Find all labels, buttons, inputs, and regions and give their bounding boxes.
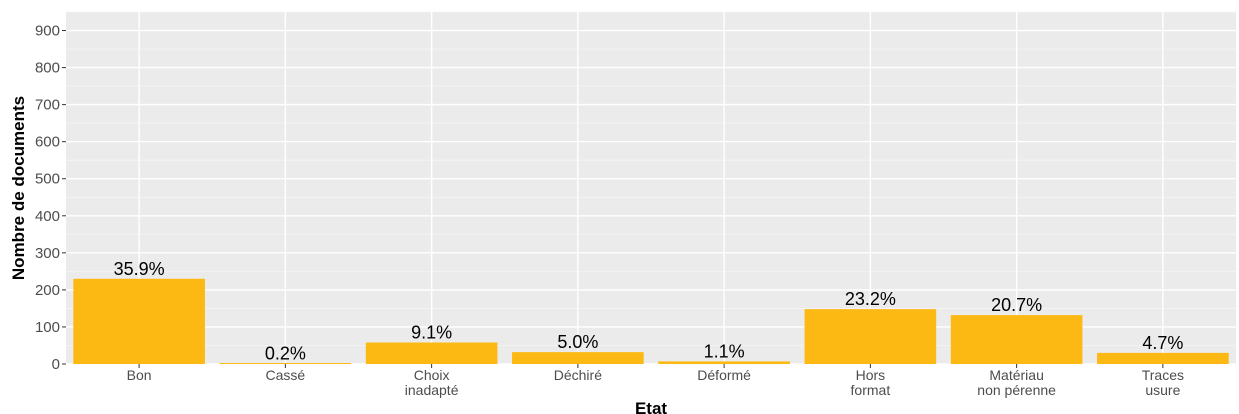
y-tick-label: 800 — [35, 60, 60, 77]
y-tick-label: 500 — [35, 171, 60, 188]
x-axis: Bon Cassé Choix inadapté Déchiré Déformé Hors f… — [127, 364, 1184, 398]
bar — [219, 363, 352, 364]
bar-data-label: 23.2% — [845, 289, 896, 309]
bar — [512, 352, 644, 364]
y-axis: 0 100 200 300 400 500 600 700 800 900 — [35, 23, 66, 373]
x-tick-label: Déchiré — [554, 367, 602, 383]
y-tick-label: 400 — [35, 208, 60, 225]
grid-minor — [66, 11, 1236, 346]
x-tick-label: Traces usure — [1142, 367, 1184, 398]
bar-data-label: 20.7% — [991, 295, 1042, 315]
bar-data-label: 9.1% — [411, 323, 452, 343]
bar — [950, 315, 1083, 364]
y-tick-label: 0 — [52, 356, 60, 373]
y-tick-label: 300 — [35, 245, 60, 262]
bar — [658, 361, 790, 364]
x-tick-label: Cassé — [266, 367, 306, 383]
y-tick-label: 100 — [35, 319, 60, 336]
x-axis-title: Etat — [635, 399, 667, 414]
x-tick-label: Hors format — [851, 367, 891, 398]
x-tick-label: Choix inadapté — [405, 367, 459, 398]
bars — [73, 278, 1229, 364]
data-labels: 35.9% 0.2% 9.1% 5.0% 1.1% 23.2% 20.7% 4.7% — [114, 259, 1184, 364]
bar-data-label: 0.2% — [265, 344, 306, 364]
bar — [1097, 352, 1229, 364]
y-tick-label: 600 — [35, 134, 60, 151]
x-tick-label: Déformé — [697, 367, 751, 383]
bar — [73, 278, 205, 364]
bar-data-label: 4.7% — [1142, 333, 1183, 353]
y-tick-label: 900 — [35, 23, 60, 40]
x-tick-label: Bon — [127, 367, 152, 383]
bar-data-label: 5.0% — [557, 332, 598, 352]
bar — [365, 342, 498, 364]
y-axis-title: Nombre de documents — [9, 96, 28, 280]
plot-panel — [66, 12, 1236, 364]
y-tick-label: 200 — [35, 282, 60, 299]
y-tick-label: 700 — [35, 97, 60, 114]
x-tick-label: Matériau non pérenne — [977, 367, 1056, 398]
bar-data-label: 1.1% — [704, 341, 745, 361]
bar — [804, 309, 937, 364]
bar-data-label: 35.9% — [114, 259, 165, 279]
